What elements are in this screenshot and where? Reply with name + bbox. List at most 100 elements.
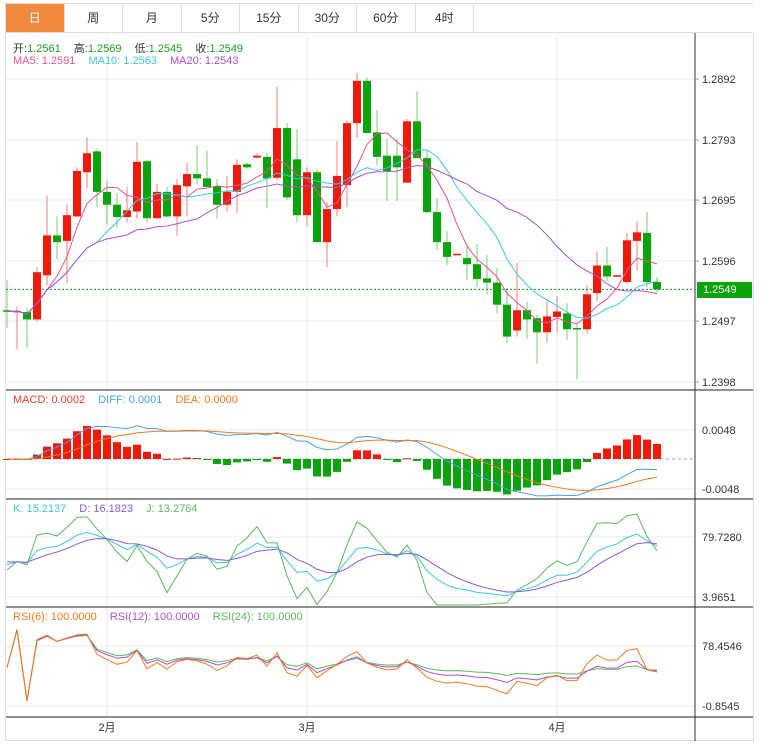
candle: [73, 167, 81, 218]
period-tabs: 日周月 5分 15分 30分 60分 4时: [5, 3, 753, 33]
candle: [253, 153, 261, 159]
candle: [393, 139, 401, 202]
macd-bar: [153, 453, 161, 459]
macd-bar: [603, 448, 611, 459]
ma-legend: MA5: 1.2591 MA10: 1.2563 MA20: 1.2543: [13, 55, 249, 67]
candle-body: [283, 128, 291, 198]
candle: [83, 137, 91, 189]
candle: [173, 178, 181, 237]
candle: [553, 296, 561, 333]
macd-bar: [523, 459, 531, 488]
candle: [303, 167, 311, 227]
macd-bar: [433, 459, 441, 479]
macd-bar: [163, 458, 171, 460]
candle-body: [353, 80, 361, 124]
close-label: 收:: [195, 43, 210, 55]
candle-body: [253, 155, 261, 158]
macd-bar: [63, 438, 71, 459]
j-value: J: 13.2764: [146, 503, 198, 515]
macd-bar: [53, 443, 61, 459]
macd-value: MACD: 0.0002: [13, 394, 86, 406]
candle: [573, 323, 581, 380]
candle-body: [43, 235, 51, 276]
kdj-legend: K: 15.2137 D: 16.1823 J: 13.2764: [13, 503, 208, 515]
candle: [613, 274, 621, 277]
candle-body: [433, 212, 441, 243]
macd-bar: [43, 446, 51, 459]
candle-body: [303, 172, 311, 216]
close-value: 1.2549: [209, 43, 244, 55]
macd-bar: [263, 459, 271, 462]
macd-bar: [453, 459, 461, 489]
candle-body: [463, 258, 471, 265]
candle: [193, 145, 201, 185]
candle-body: [203, 178, 211, 187]
macd-bar: [233, 459, 241, 463]
macd-bar: [293, 459, 301, 471]
candle-body: [443, 242, 451, 257]
candle-body: [453, 253, 461, 256]
candle-body: [503, 304, 511, 337]
tab-2[interactable]: 月: [123, 4, 182, 32]
d-line: [6, 538, 658, 593]
candle-body: [573, 328, 581, 330]
tab-5[interactable]: 30分: [299, 4, 357, 32]
macd-bar: [593, 452, 601, 459]
candle-body: [343, 123, 351, 186]
candle-body: [643, 232, 651, 283]
macd-tick-label: 0.0048: [702, 425, 736, 437]
rsi6-line: [6, 629, 658, 702]
d-value: D: 16.1823: [79, 503, 134, 515]
candle: [583, 285, 591, 334]
macd-bar: [133, 444, 141, 459]
rsi-tick-label: -0.8545: [702, 701, 739, 713]
tab-6[interactable]: 60分: [357, 4, 416, 32]
low-value: 1.2545: [148, 43, 183, 55]
candle: [63, 204, 71, 284]
candle-body: [33, 272, 41, 320]
candle-body: [113, 204, 121, 218]
candle-body: [473, 264, 481, 279]
tab-1[interactable]: 周: [65, 4, 123, 32]
month-label: 4月: [548, 722, 565, 734]
macd-bar: [193, 458, 201, 460]
macd-bar: [213, 459, 221, 464]
candle-body: [323, 209, 331, 243]
price-tick-label: 1.2793: [702, 135, 736, 147]
macd-bar: [573, 459, 581, 470]
current-price-badge: 1.2549: [697, 282, 752, 298]
k-line: [6, 531, 658, 597]
candle: [133, 142, 141, 219]
ma5-value: MA5: 1.2591: [13, 55, 76, 67]
candle-body: [223, 191, 231, 205]
chart-frame: [5, 33, 754, 741]
candle-body: [623, 240, 631, 283]
candle-body: [93, 151, 101, 192]
macd-bar: [503, 459, 511, 495]
macd-bar: [253, 459, 261, 460]
candle-body: [133, 161, 141, 212]
high-label: 高:: [73, 43, 88, 55]
candle-body: [213, 186, 221, 205]
tab-0[interactable]: 日: [6, 4, 65, 32]
macd-bar: [73, 431, 81, 459]
candle: [323, 202, 331, 268]
macd-tick-label: -0.0048: [702, 484, 739, 496]
price-tick-label: 1.2695: [702, 195, 736, 207]
candle: [383, 139, 391, 202]
macd-bar: [3, 459, 11, 460]
candle: [153, 183, 161, 219]
candle: [283, 123, 291, 200]
tab-3[interactable]: 5分: [182, 4, 240, 32]
tab-4[interactable]: 15分: [240, 4, 299, 32]
candle: [443, 231, 451, 266]
candle: [243, 163, 251, 169]
j-line: [6, 513, 658, 606]
rsi24-value: RSI(24): 100.0000: [212, 611, 303, 623]
macd-bar: [173, 458, 181, 460]
diff-line: [6, 425, 658, 497]
tab-7[interactable]: 4时: [416, 4, 474, 32]
candle-body: [263, 156, 271, 179]
candle-body: [163, 191, 171, 217]
